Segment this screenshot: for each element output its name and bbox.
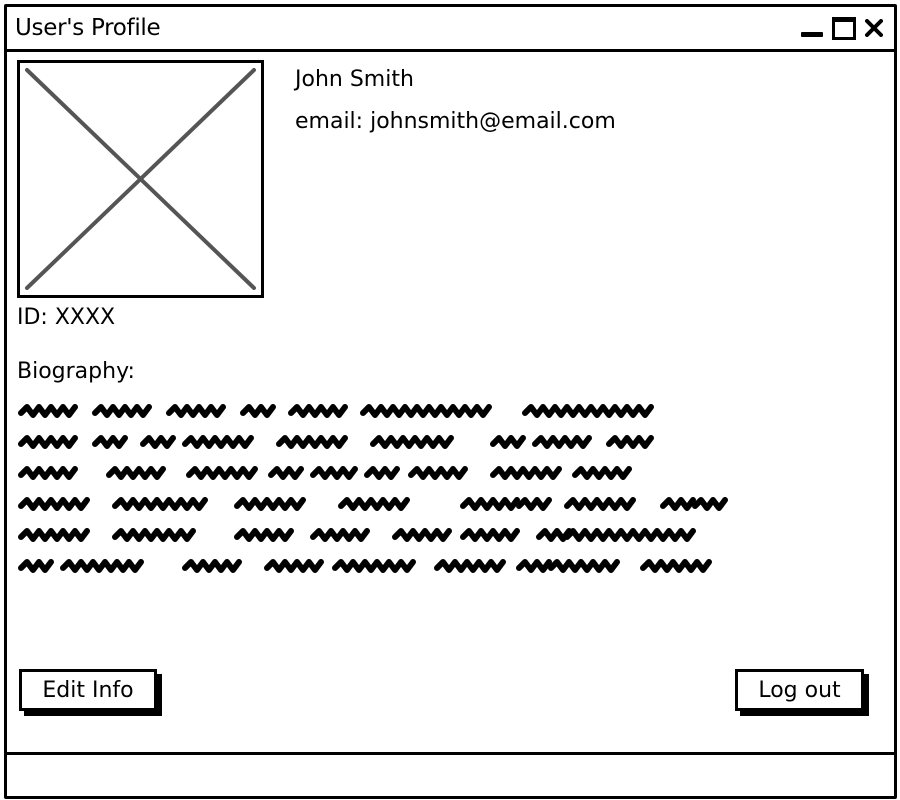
image-placeholder-icon xyxy=(25,68,256,290)
title-bar: User's Profile xyxy=(7,7,894,52)
biography-label: Biography: xyxy=(17,359,135,384)
window-title: User's Profile xyxy=(15,15,161,41)
user-name: John Smith xyxy=(295,67,414,92)
close-icon[interactable] xyxy=(863,16,885,38)
minimize-icon[interactable] xyxy=(799,16,825,38)
profile-window: User's Profile John Smith email: johnsmi… xyxy=(4,4,897,799)
log-out-button[interactable]: Log out xyxy=(735,669,864,711)
status-bar xyxy=(7,752,894,799)
biography-text-placeholder xyxy=(18,404,728,573)
user-email: email: johnsmith@email.com xyxy=(295,109,616,134)
profile-photo xyxy=(17,60,264,298)
edit-info-button[interactable]: Edit Info xyxy=(19,669,157,711)
maximize-icon[interactable] xyxy=(831,16,857,40)
user-id: ID: XXXX xyxy=(17,305,116,330)
